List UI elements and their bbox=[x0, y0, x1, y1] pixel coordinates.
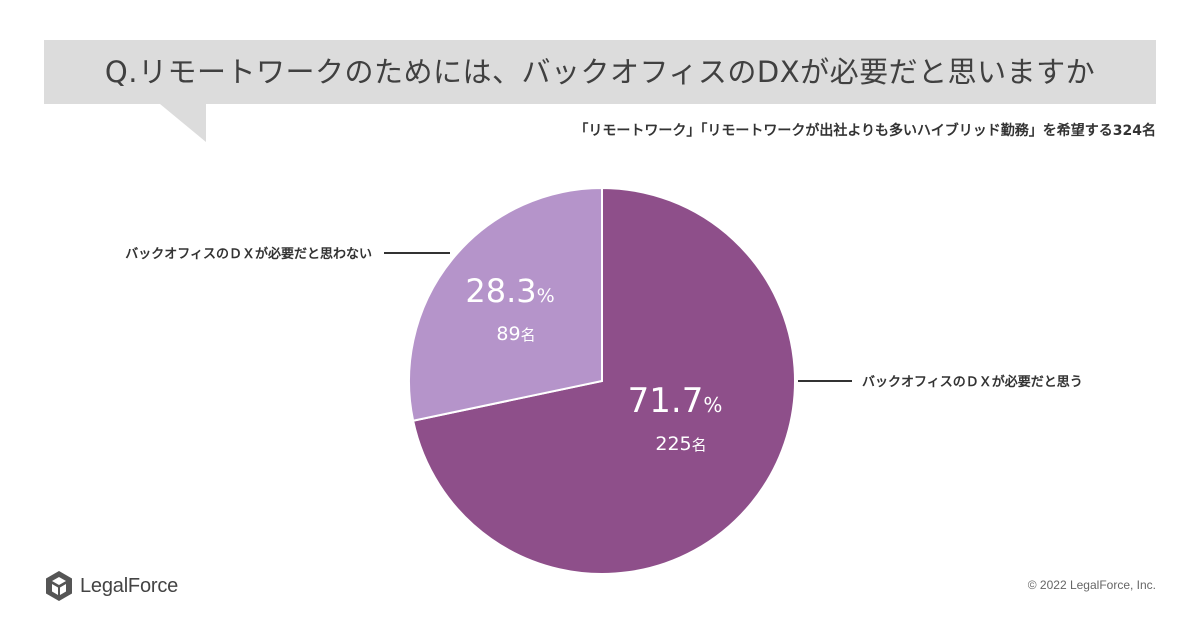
slice-percent-label: 71.7% bbox=[628, 381, 723, 421]
copyright: © 2022 LegalForce, Inc. bbox=[1027, 578, 1156, 592]
slice-percent-label: 28.3% bbox=[465, 272, 554, 310]
slice-category-label: バックオフィスのＤＸが必要だと思う bbox=[862, 374, 1083, 390]
question-banner bbox=[44, 40, 1156, 104]
question-banner-tail bbox=[160, 104, 206, 142]
chart-title: Q.リモートワークのためには、バックオフィスのDXが必要だと思いますか bbox=[104, 55, 1096, 89]
pie-slice-1 bbox=[411, 186, 796, 575]
slice-count-label: 89名 bbox=[496, 323, 535, 345]
pie-slice-2 bbox=[408, 186, 603, 422]
slice-count-label: 225名 bbox=[655, 433, 706, 455]
legalforce-cube-icon bbox=[46, 571, 72, 601]
chart-subtitle: 「リモートワーク」「リモートワークが出社よりも多いハイブリッド勤務」を希望する3… bbox=[574, 123, 1156, 139]
legalforce-logo: LegalForce bbox=[44, 570, 178, 602]
slice-category-label: バックオフィスのＤＸが必要だと思わない bbox=[125, 246, 372, 262]
legalforce-brand-text: LegalForce bbox=[80, 574, 179, 597]
